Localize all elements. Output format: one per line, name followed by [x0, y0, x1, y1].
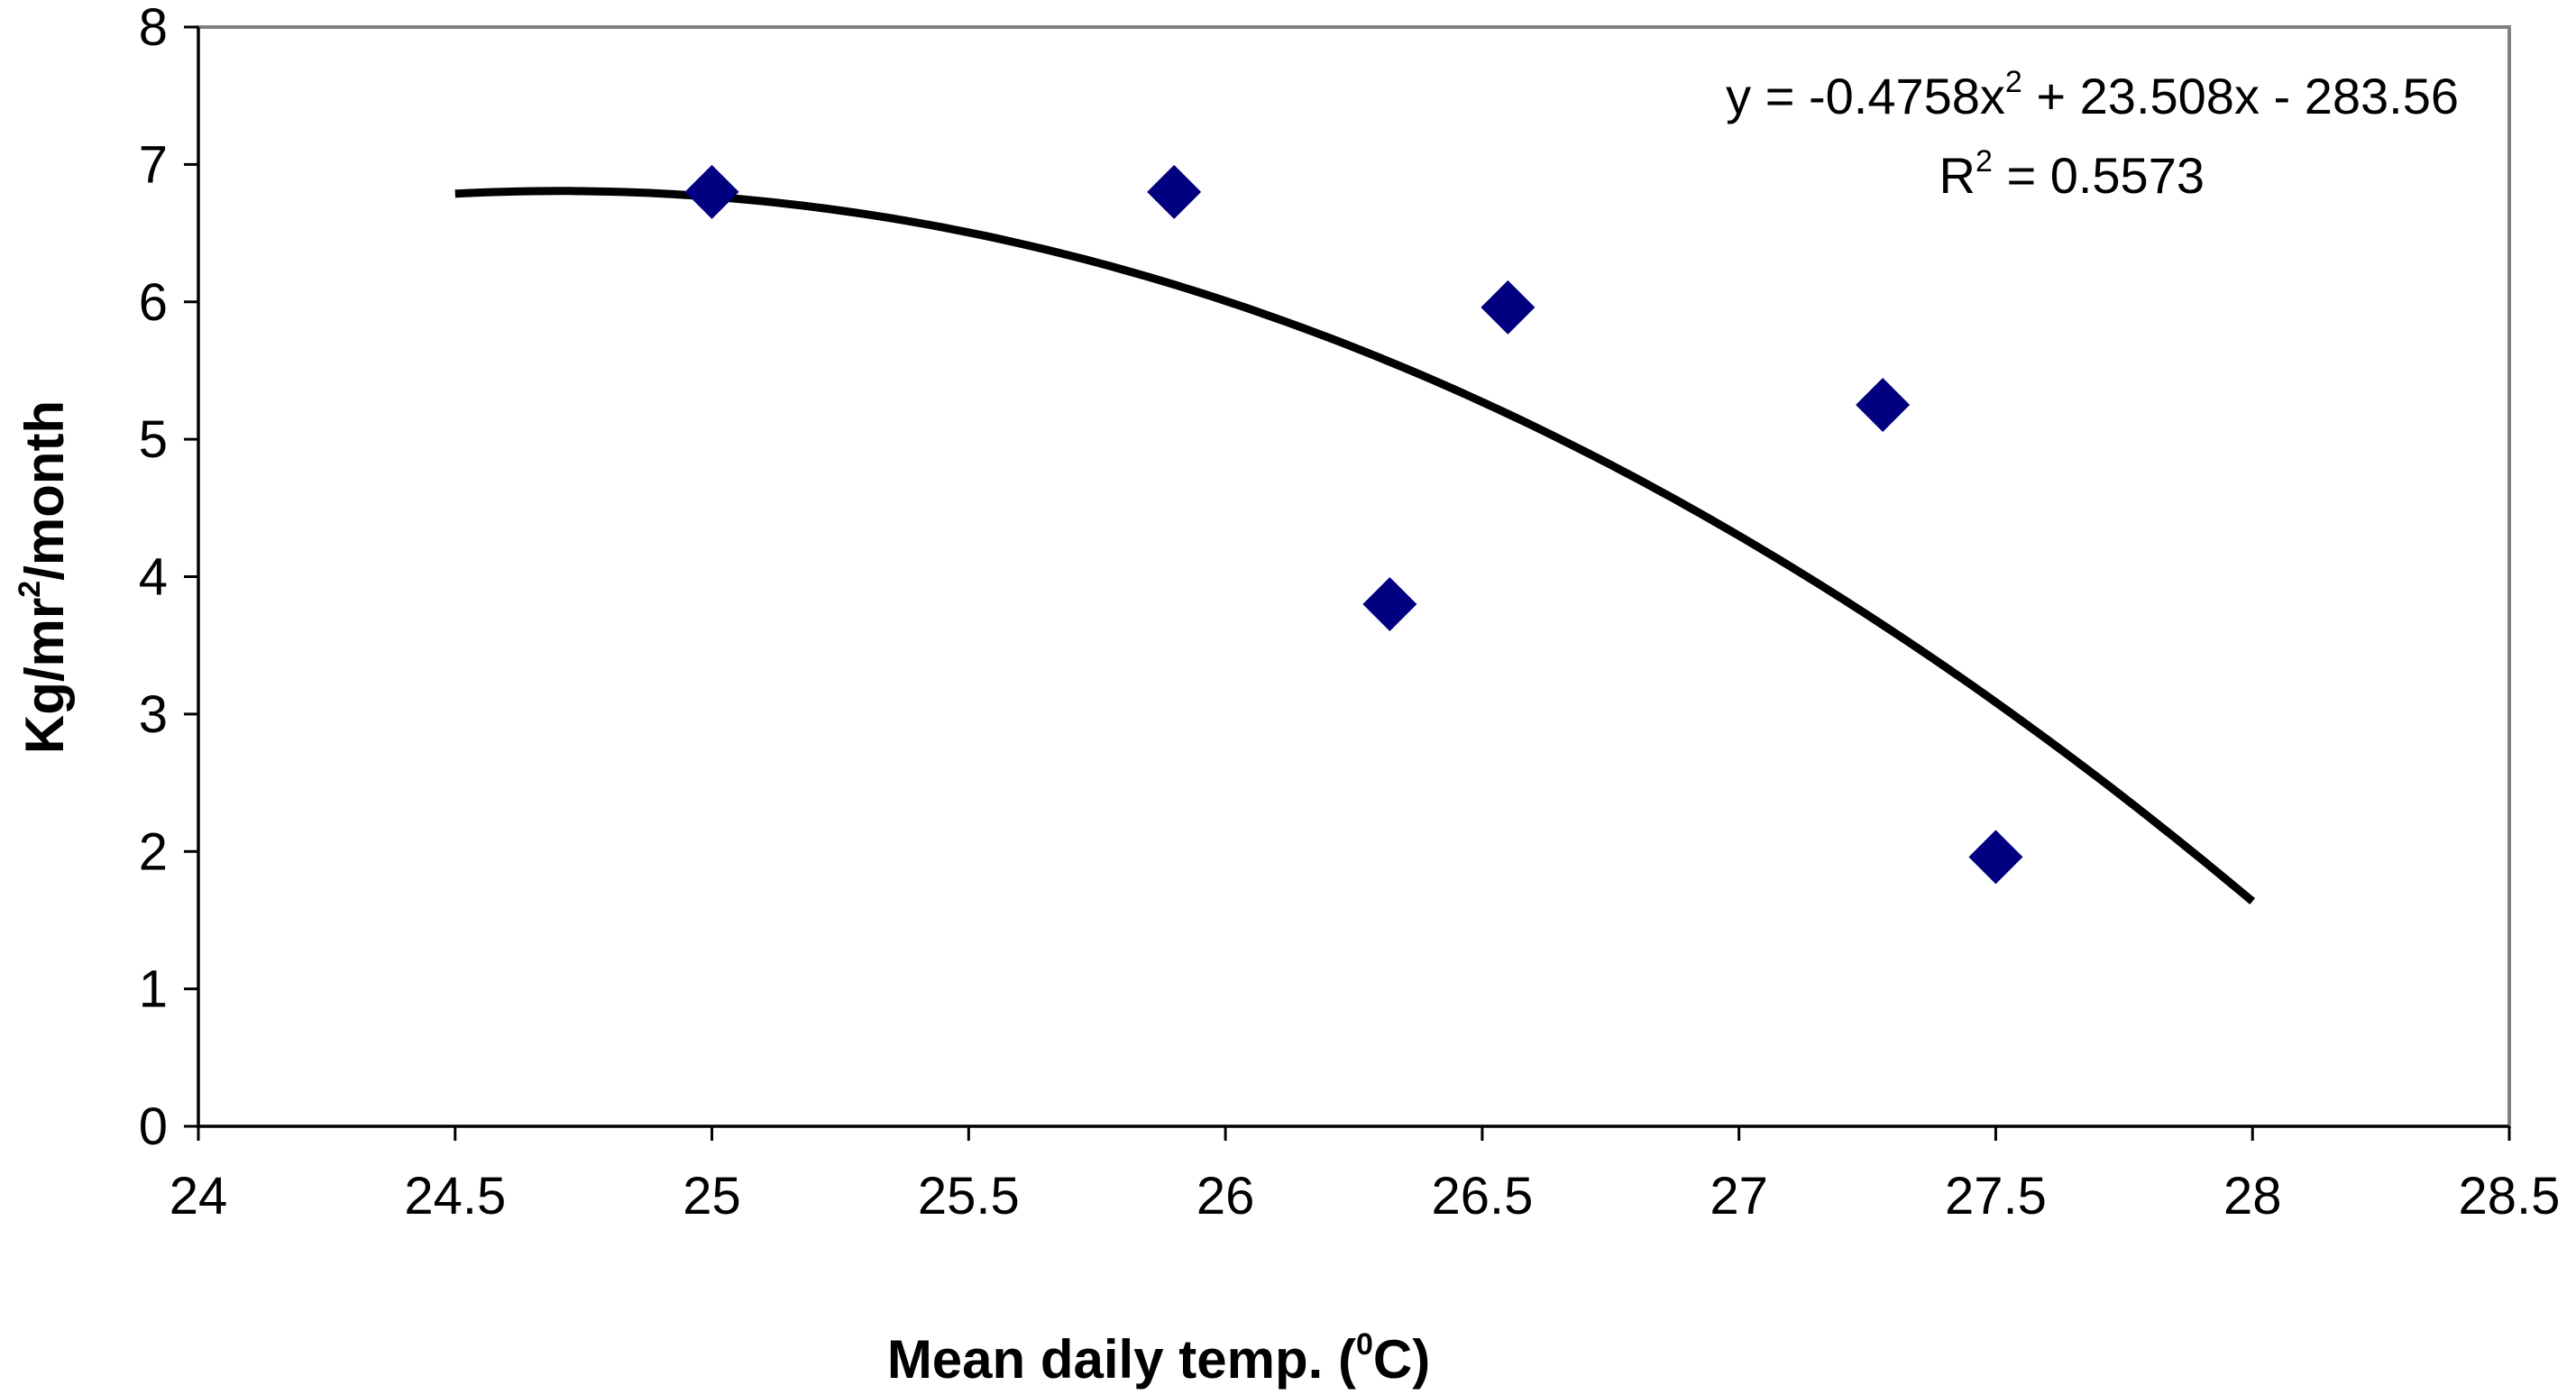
y-axis-title: Kg/mr2/month: [13, 400, 75, 754]
data-point-marker: [1968, 830, 2023, 885]
x-axis-ticks: 24 24.5 25 25.5 26 26.5 27 27.5 28 28.5: [170, 1126, 2561, 1225]
x-tick-label: 27.5: [1945, 1167, 2047, 1225]
data-point-marker: [1362, 576, 1417, 631]
y-axis-ticks: 0 1 2 3 4 5 6 7 8: [139, 0, 198, 1156]
x-axis-title: Mean daily temp. (0C): [887, 1327, 1430, 1390]
data-point-marker: [1147, 164, 1202, 219]
trendline-equation: y = -0.4758x2 + 23.508x - 283.56: [1726, 65, 2459, 124]
x-tick-label: 25: [683, 1167, 741, 1225]
data-points: [684, 164, 2023, 885]
y-tick-label: 8: [139, 0, 168, 57]
x-tick-label: 26.5: [1431, 1167, 1533, 1225]
y-tick-label: 6: [139, 273, 168, 332]
data-point-marker: [684, 164, 739, 219]
y-tick-label: 4: [139, 548, 168, 607]
y-tick-label: 3: [139, 685, 168, 744]
y-tick-label: 7: [139, 135, 168, 194]
x-tick-label: 28: [2223, 1167, 2282, 1225]
x-tick-label: 28.5: [2459, 1167, 2561, 1225]
data-point-marker: [1481, 280, 1536, 335]
trendline: [454, 187, 2256, 905]
y-tick-label: 5: [139, 410, 168, 469]
x-tick-label: 24.5: [404, 1167, 506, 1225]
y-tick-label: 2: [139, 822, 168, 881]
r-squared-label: R2 = 0.5573: [1939, 144, 2205, 204]
x-tick-label: 25.5: [918, 1167, 1020, 1225]
y-tick-label: 0: [139, 1097, 168, 1156]
y-tick-label: 1: [139, 960, 168, 1019]
x-tick-label: 26: [1196, 1167, 1255, 1225]
x-tick-label: 27: [1710, 1167, 1768, 1225]
x-tick-label: 24: [170, 1167, 228, 1225]
data-point-marker: [1856, 378, 1911, 433]
